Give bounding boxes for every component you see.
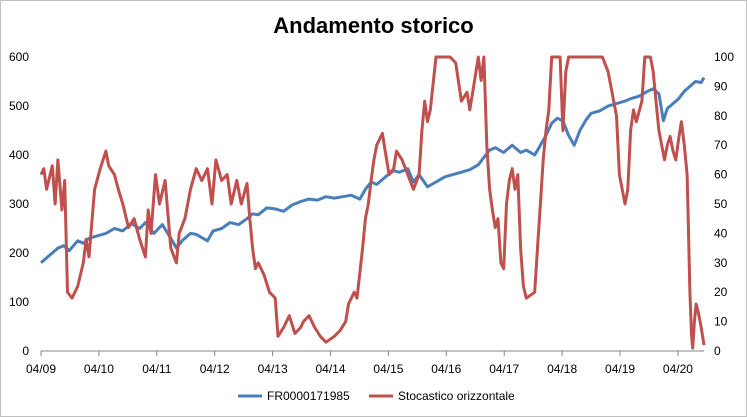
y-left-tick-label: 0	[22, 344, 29, 358]
y-left-tick-label: 500	[9, 99, 29, 113]
y-right-tick-label: 90	[714, 79, 728, 93]
y-right-tick-label: 80	[714, 109, 728, 123]
y-left-tick-label: 400	[9, 148, 29, 162]
x-tick-label: 04/12	[200, 362, 230, 376]
x-tick-label: 04/11	[142, 362, 171, 376]
y-right-tick-label: 30	[714, 256, 728, 270]
x-tick-label: 04/10	[84, 362, 114, 376]
y-right-tick-label: 10	[714, 315, 728, 329]
x-tick-label: 04/18	[547, 362, 577, 376]
x-tick-label: 04/14	[316, 362, 346, 376]
y-left-tick-label: 100	[9, 295, 29, 309]
x-tick-label: 04/16	[431, 362, 461, 376]
x-tick-label: 04/20	[663, 362, 693, 376]
x-tick-label: 04/15	[373, 362, 403, 376]
y-left-tick-label: 600	[9, 50, 29, 64]
y-right-tick-label: 60	[714, 168, 728, 182]
y-right-tick-label: 50	[714, 197, 728, 211]
series-line-stocastico-orizzontale	[39, 55, 706, 350]
y-right-tick-label: 70	[714, 138, 728, 152]
y-right-tick-label: 40	[714, 226, 728, 240]
legend-label: FR0000171985	[267, 389, 350, 403]
y-right-tick-label: 100	[714, 50, 734, 64]
y-left-tick-label: 300	[9, 197, 29, 211]
x-tick-label: 04/17	[489, 362, 519, 376]
legend-label: Stocastico orizzontale	[398, 389, 515, 403]
x-tick-label: 04/13	[258, 362, 288, 376]
y-right-tick-label: 0	[714, 344, 721, 358]
y-left-tick-label: 200	[9, 246, 29, 260]
y-right-tick-label: 20	[714, 285, 728, 299]
x-tick-label: 04/09	[26, 362, 56, 376]
x-tick-label: 04/19	[605, 362, 635, 376]
chart-title: Andamento storico	[273, 13, 474, 38]
